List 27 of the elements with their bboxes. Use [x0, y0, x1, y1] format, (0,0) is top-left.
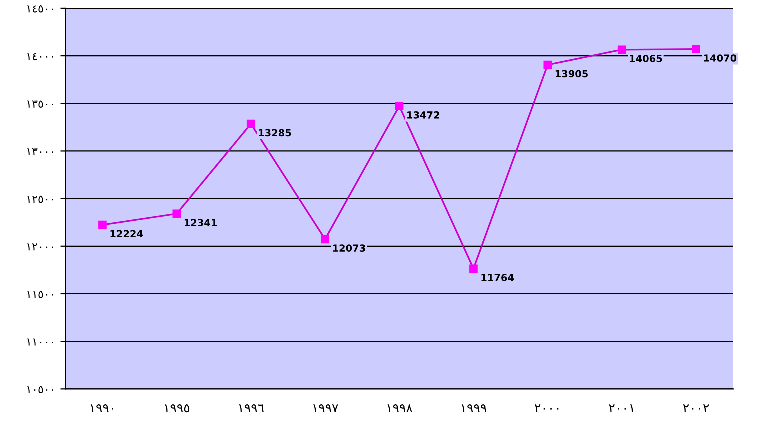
y-tick-label: ١١٥٠٠ [28, 291, 54, 298]
data-label: 12224 [110, 230, 144, 238]
y-tick-label: ١٢٠٠٠ [28, 244, 54, 251]
data-label: 13905 [556, 70, 588, 78]
data-label: 12073 [333, 244, 366, 252]
y-tick-label: ١٣٥٠٠ [28, 100, 54, 108]
y-tick-label: ١٣٠٠٠ [28, 148, 54, 156]
y-tick-label: ١٢٥٠٠ [28, 196, 54, 204]
data-label: 14070 [704, 54, 737, 62]
x-tick-label: ٢٠٠٢ [683, 404, 710, 413]
x-tick-label: ١٩٩٧ [314, 404, 338, 413]
x-tick-label: ١٩٩٨ [388, 404, 413, 413]
x-tick-label: ١٩٩٠ [90, 404, 114, 413]
data-label: 13285 [259, 129, 292, 137]
y-tick-label: ١١٠٠٠ [28, 338, 54, 346]
y-tick-label: ١٠٥٠٠ [28, 386, 54, 394]
y-tick-label: ١٤٥٠٠ [28, 6, 54, 13]
y-tick-label: ١٤٠٠٠ [28, 53, 54, 60]
data-label: 13472 [408, 111, 440, 119]
x-tick-label: ٢٠٠١ [609, 404, 634, 413]
data-label: 12341 [184, 219, 218, 226]
x-tick-label: ٢٠٠٠ [534, 404, 559, 413]
x-tick-label: ١٩٩٦ [239, 404, 264, 413]
data-label: 14065 [630, 55, 662, 62]
data-label: 11764 [482, 274, 514, 282]
x-tick-label: ١٩٩٩ [462, 404, 487, 413]
x-tick-label: ١٩٩٥ [165, 404, 190, 413]
